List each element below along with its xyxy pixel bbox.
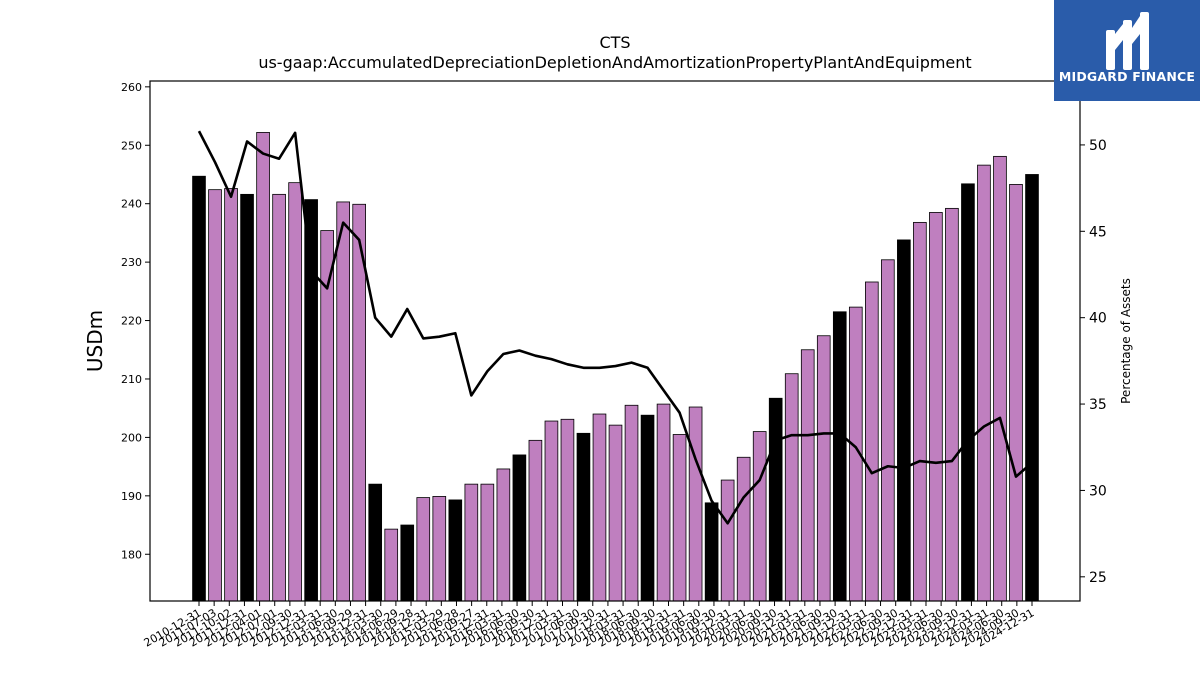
bar xyxy=(832,311,847,602)
y-tick-label: 250 xyxy=(121,139,142,152)
bar xyxy=(384,528,399,602)
bar xyxy=(288,182,302,602)
bar xyxy=(272,193,286,602)
x-axis: 2010-12-312011-07-032011-10-022011-12-31… xyxy=(142,601,1037,650)
bar xyxy=(993,155,1007,602)
bar xyxy=(400,524,415,602)
bar xyxy=(688,406,703,602)
y-tick-label: 180 xyxy=(121,548,142,561)
bar xyxy=(192,175,206,602)
bar xyxy=(448,499,463,602)
bar xyxy=(1009,184,1023,602)
bar xyxy=(672,434,687,602)
bar xyxy=(897,239,911,602)
bar xyxy=(945,207,959,602)
bar xyxy=(240,193,254,602)
bar xyxy=(368,483,383,602)
bar xyxy=(929,212,943,602)
bar xyxy=(640,414,655,602)
bar xyxy=(752,431,767,602)
bar xyxy=(560,418,575,602)
bar xyxy=(432,496,447,602)
bar xyxy=(736,456,751,602)
bar xyxy=(512,454,527,602)
bar xyxy=(416,497,431,602)
bar xyxy=(720,479,735,602)
bar xyxy=(464,483,479,602)
y-tick-label: 220 xyxy=(121,315,142,328)
chart-subtitle: us-gaap:AccumulatedDepreciationDepletion… xyxy=(258,53,971,72)
bar xyxy=(528,439,543,602)
bar xyxy=(961,183,975,602)
bar xyxy=(208,189,222,602)
bar xyxy=(800,349,815,602)
y2-tick-label: 40 xyxy=(1089,311,1107,327)
chart-title: CTS xyxy=(599,33,630,52)
bar xyxy=(1025,174,1039,602)
y2-tick-label: 25 xyxy=(1089,570,1107,586)
bar xyxy=(576,432,591,602)
y2-tick-label: 35 xyxy=(1089,397,1107,413)
logo: MIDGARD FINANCE xyxy=(1054,0,1200,101)
y2-tick-label: 50 xyxy=(1089,138,1107,154)
bar xyxy=(224,188,238,602)
bar xyxy=(816,335,831,602)
bar xyxy=(881,259,895,602)
y-tick-label: 210 xyxy=(121,373,142,386)
y2-tick-label: 45 xyxy=(1089,224,1107,240)
y-tick-label: 260 xyxy=(121,81,142,94)
bar xyxy=(977,164,991,602)
bar xyxy=(592,413,607,602)
bar xyxy=(704,502,719,602)
line-path xyxy=(197,130,1033,525)
bar xyxy=(336,201,350,602)
bar xyxy=(480,483,495,602)
bar xyxy=(304,199,318,602)
y2-tick-label: 30 xyxy=(1089,483,1107,499)
bar xyxy=(656,403,671,602)
line-series xyxy=(197,130,1033,525)
logo-text: MIDGARD FINANCE xyxy=(1058,69,1196,84)
midgard-logo-icon xyxy=(1106,12,1149,70)
y-tick-label: 240 xyxy=(121,198,142,211)
bar xyxy=(544,420,559,602)
bar xyxy=(913,221,927,602)
bar xyxy=(624,404,639,602)
plot-frame xyxy=(149,80,1081,602)
y-tick-label: 190 xyxy=(121,490,142,503)
y-tick-label: 230 xyxy=(121,256,142,269)
bar xyxy=(256,132,270,602)
y-axis-label: USDm xyxy=(83,310,107,372)
bar xyxy=(608,424,623,602)
y2-axis-label: Percentage of Assets xyxy=(1119,278,1133,404)
bar xyxy=(865,281,879,602)
bar xyxy=(768,397,783,602)
y-tick-label: 200 xyxy=(121,431,142,444)
bar xyxy=(784,373,799,602)
bar xyxy=(496,468,511,602)
y-axis: 180 190 200 210 220 230 240 250 260 xyxy=(121,81,150,561)
y2-axis: 25 30 35 40 45 50 xyxy=(1080,138,1107,586)
